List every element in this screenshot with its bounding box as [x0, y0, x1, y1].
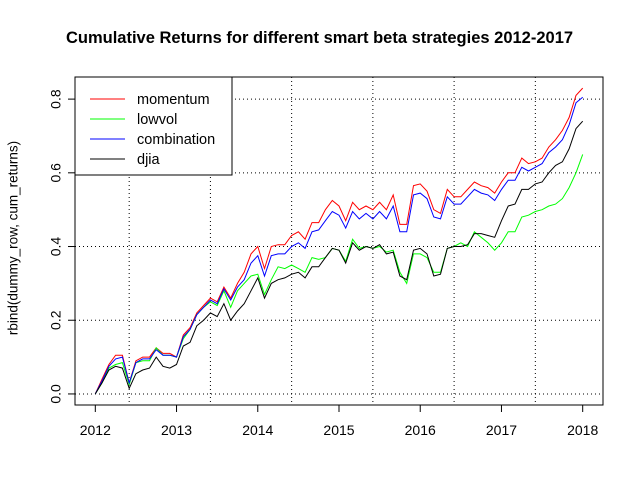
- x-tick-label: 2018: [567, 422, 598, 438]
- x-tick-label: 2014: [242, 422, 273, 438]
- x-tick-label: 2016: [405, 422, 436, 438]
- legend-label-combination: combination: [137, 132, 215, 148]
- series-line-djia: [94, 120, 584, 395]
- legend: momentum lowvol combination djia: [74, 76, 233, 176]
- chart-title: Cumulative Returns for different smart b…: [65, 29, 574, 47]
- x-tick-label: 2017: [486, 422, 517, 438]
- axes: 0.0 0.2 0.4 0.6 0.8 2012 2013 2014 2015 2016 2017 2…: [48, 89, 599, 438]
- legend-label-momentum: momentum: [137, 92, 210, 108]
- series-line-combination: [94, 96, 584, 395]
- series-line-lowvol: [94, 154, 584, 395]
- legend-label-djia: djia: [137, 152, 161, 168]
- y-tick-label: 0.8: [48, 89, 64, 109]
- x-tick-label: 2012: [80, 422, 111, 438]
- y-tick-label: 0.4: [48, 237, 64, 257]
- series-lines: [94, 87, 584, 395]
- y-tick-label: 0.6: [48, 163, 64, 183]
- legend-label-lowvol: lowvol: [137, 112, 177, 128]
- x-tick-label: 2013: [161, 422, 192, 438]
- x-tick-label: 2015: [323, 422, 354, 438]
- y-tick-label: 0.2: [48, 310, 64, 330]
- y-tick-label: 0.0: [48, 384, 64, 404]
